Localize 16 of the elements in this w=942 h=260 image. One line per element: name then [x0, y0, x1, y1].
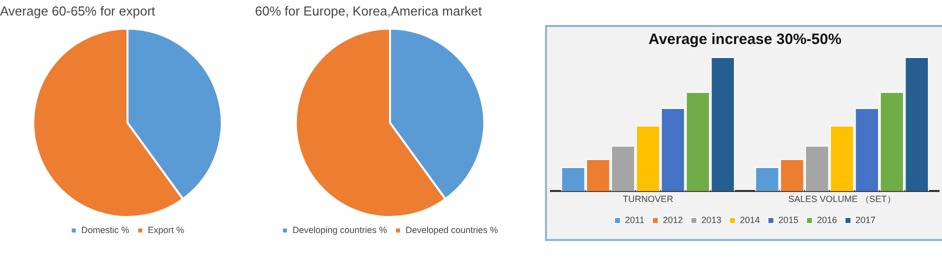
- x-tick-label: SALES VOLUME （SET）: [788, 194, 896, 204]
- legend-label: 2012: [662, 214, 683, 225]
- legend-label: Domestic %: [81, 224, 130, 235]
- legend-label: 2017: [855, 214, 876, 225]
- legend-label: 2011: [625, 214, 644, 225]
- chart-title: Average increase 30%-50%: [648, 31, 842, 48]
- legend-label: Developed countries %: [406, 224, 498, 235]
- legend-label: 2015: [778, 214, 798, 225]
- chart-title: 60% for Europe, Korea,America market: [255, 3, 482, 18]
- legend-label: 2014: [740, 214, 760, 225]
- chart-title: Average 60-65% for export: [0, 3, 156, 18]
- legend-label: Developing countries %: [292, 224, 388, 235]
- legend-label: 2013: [701, 214, 722, 225]
- legend-label: 2016: [816, 214, 837, 225]
- legend-label: Export %: [148, 224, 184, 235]
- x-tick-label: TURNOVER: [622, 194, 674, 204]
